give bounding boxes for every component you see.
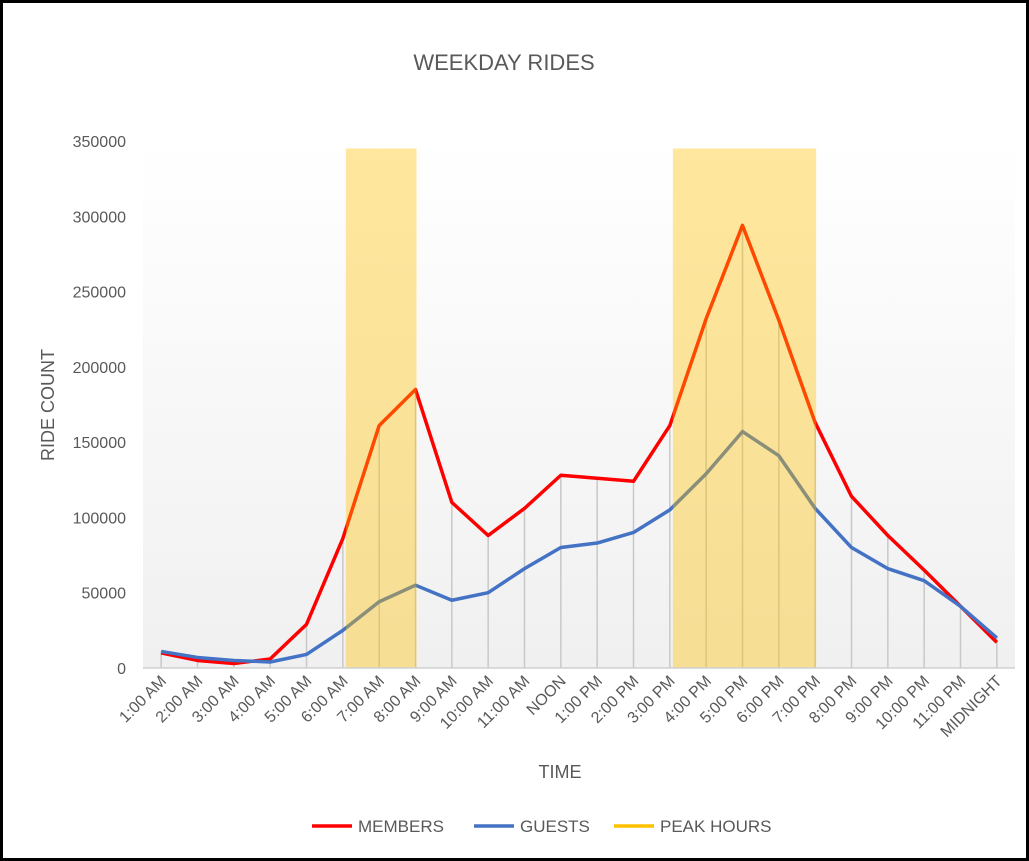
plot-area	[143, 141, 1015, 668]
legend-label: MEMBERS	[358, 817, 444, 836]
y-tick-label: 300000	[73, 209, 126, 226]
y-tick-label: 200000	[73, 360, 126, 377]
y-tick-label: 100000	[73, 510, 126, 527]
chart-title: WEEKDAY RIDES	[413, 50, 594, 75]
legend-label: GUESTS	[520, 817, 590, 836]
legend-label: PEAK HOURS	[660, 817, 771, 836]
y-tick-label: 150000	[73, 435, 126, 452]
y-axis-label: RIDE COUNT	[38, 349, 58, 461]
y-tick-label: 0	[117, 661, 126, 678]
y-tick-label: 350000	[73, 134, 126, 151]
series-line-members	[160, 223, 999, 666]
legend: MEMBERS GUESTS PEAK HOURS	[312, 817, 771, 836]
peak-hours-band	[345, 148, 417, 668]
y-tick-label: 250000	[73, 285, 126, 302]
peak-hours-band	[672, 148, 817, 668]
x-axis-label: TIME	[539, 762, 582, 782]
y-tick-label: 50000	[82, 586, 127, 603]
series-line-guests	[160, 429, 998, 664]
